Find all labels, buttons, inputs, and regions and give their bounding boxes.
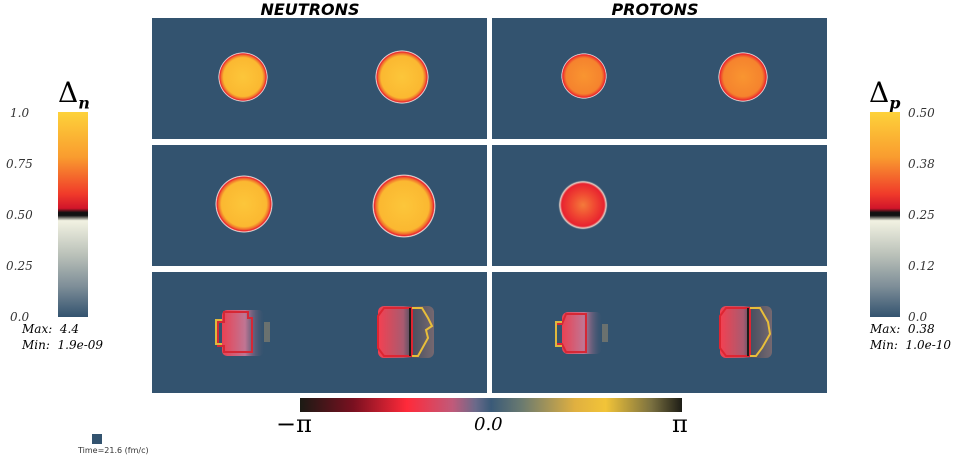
time-legend-swatch: [92, 434, 102, 444]
fragment-pair-graphic: [555, 306, 772, 358]
panel-neutrons-row3: [152, 272, 487, 393]
nucleus-graphic: [558, 180, 608, 230]
panel-neutrons-row1: [152, 18, 487, 139]
panel-neutrons-row2: [152, 145, 487, 266]
delta-n-tick: 0.0: [10, 310, 30, 324]
delta-n-tick: 0.50: [6, 208, 33, 222]
protons-title: PROTONS: [611, 0, 699, 19]
panel-protons-row2: [492, 145, 827, 266]
neutrons-title: NEUTRONS: [260, 0, 360, 19]
delta-n-tick: 1.0: [10, 106, 30, 120]
fragment-pair-graphic: [215, 306, 434, 358]
delta-p-max: Max: 0.38: [870, 322, 935, 336]
delta-p-symbol: Δp: [869, 76, 901, 113]
delta-n-max: Max: 4.4: [22, 322, 79, 336]
delta-n-tick: 0.25: [6, 259, 33, 273]
phase-min-label: −π: [276, 410, 312, 438]
phase-mid-label: 0.0: [474, 414, 503, 435]
panel-protons-row1: [492, 18, 827, 139]
delta-p-colorbar: [870, 112, 900, 317]
delta-n-min: Min: 1.9e-09: [22, 338, 104, 352]
delta-p-tick: 0.50: [908, 106, 935, 120]
nucleus-pair-graphic: [561, 52, 768, 102]
delta-n-symbol: Δn: [58, 76, 90, 113]
nucleus-pair-graphic: [218, 50, 429, 104]
delta-n-tick: 0.75: [6, 157, 33, 171]
panel-protons-row3: [492, 272, 827, 393]
phase-max-label: π: [672, 410, 688, 438]
delta-p-min: Min: 1.0e-10: [870, 338, 952, 352]
nucleus-pair-graphic: [215, 174, 436, 238]
delta-p-tick: 0.0: [908, 310, 928, 324]
time-label: Time=21.6 (fm/c): [78, 446, 149, 455]
delta-p-tick: 0.38: [908, 157, 935, 171]
delta-p-tick: 0.12: [908, 259, 935, 273]
phase-colorbar: [300, 398, 682, 412]
delta-p-tick: 0.25: [908, 208, 935, 222]
delta-n-colorbar: [58, 112, 88, 317]
